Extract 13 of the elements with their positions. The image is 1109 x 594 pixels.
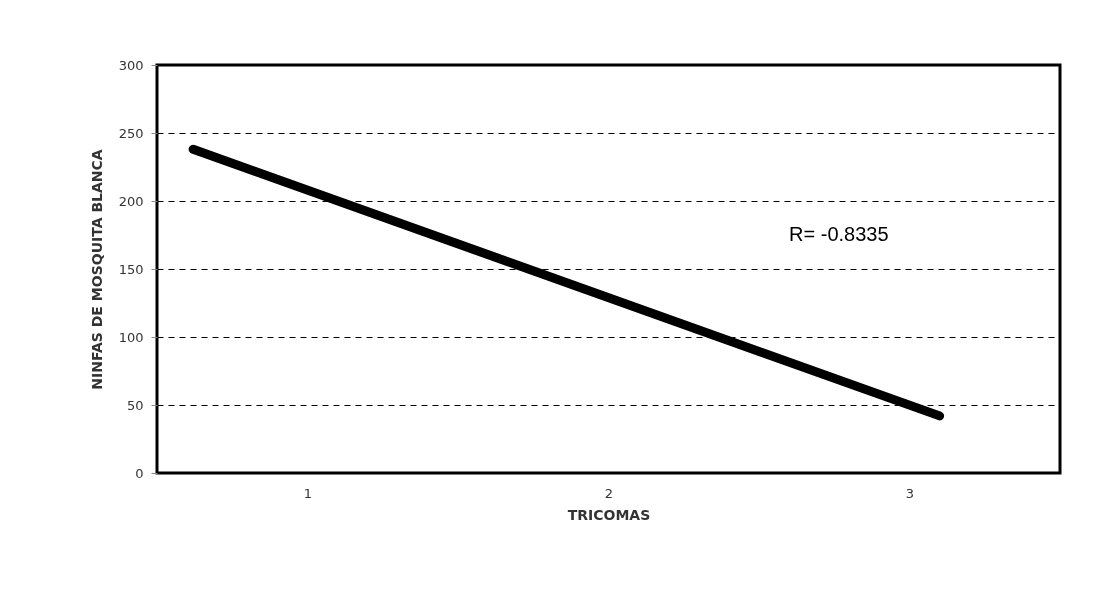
x-tick-label: 3 xyxy=(905,485,915,501)
y-axis-title: NINFAS DE MOSQUITA BLANCA xyxy=(88,149,105,390)
y-tick-label: 50 xyxy=(126,397,144,413)
y-tick-label: 100 xyxy=(118,329,144,345)
annotation: R= -0.8335 xyxy=(789,223,889,246)
x-tick-label: 2 xyxy=(604,485,614,501)
y-tick-label: 0 xyxy=(135,465,144,481)
x-axis-title: TRICOMAS xyxy=(567,506,651,523)
x-tick-label: 1 xyxy=(303,485,313,501)
y-tick-label: 200 xyxy=(118,193,144,209)
y-tick-label: 150 xyxy=(118,261,144,277)
y-tick-label: 250 xyxy=(118,125,144,141)
y-tick-label: 300 xyxy=(118,57,144,73)
